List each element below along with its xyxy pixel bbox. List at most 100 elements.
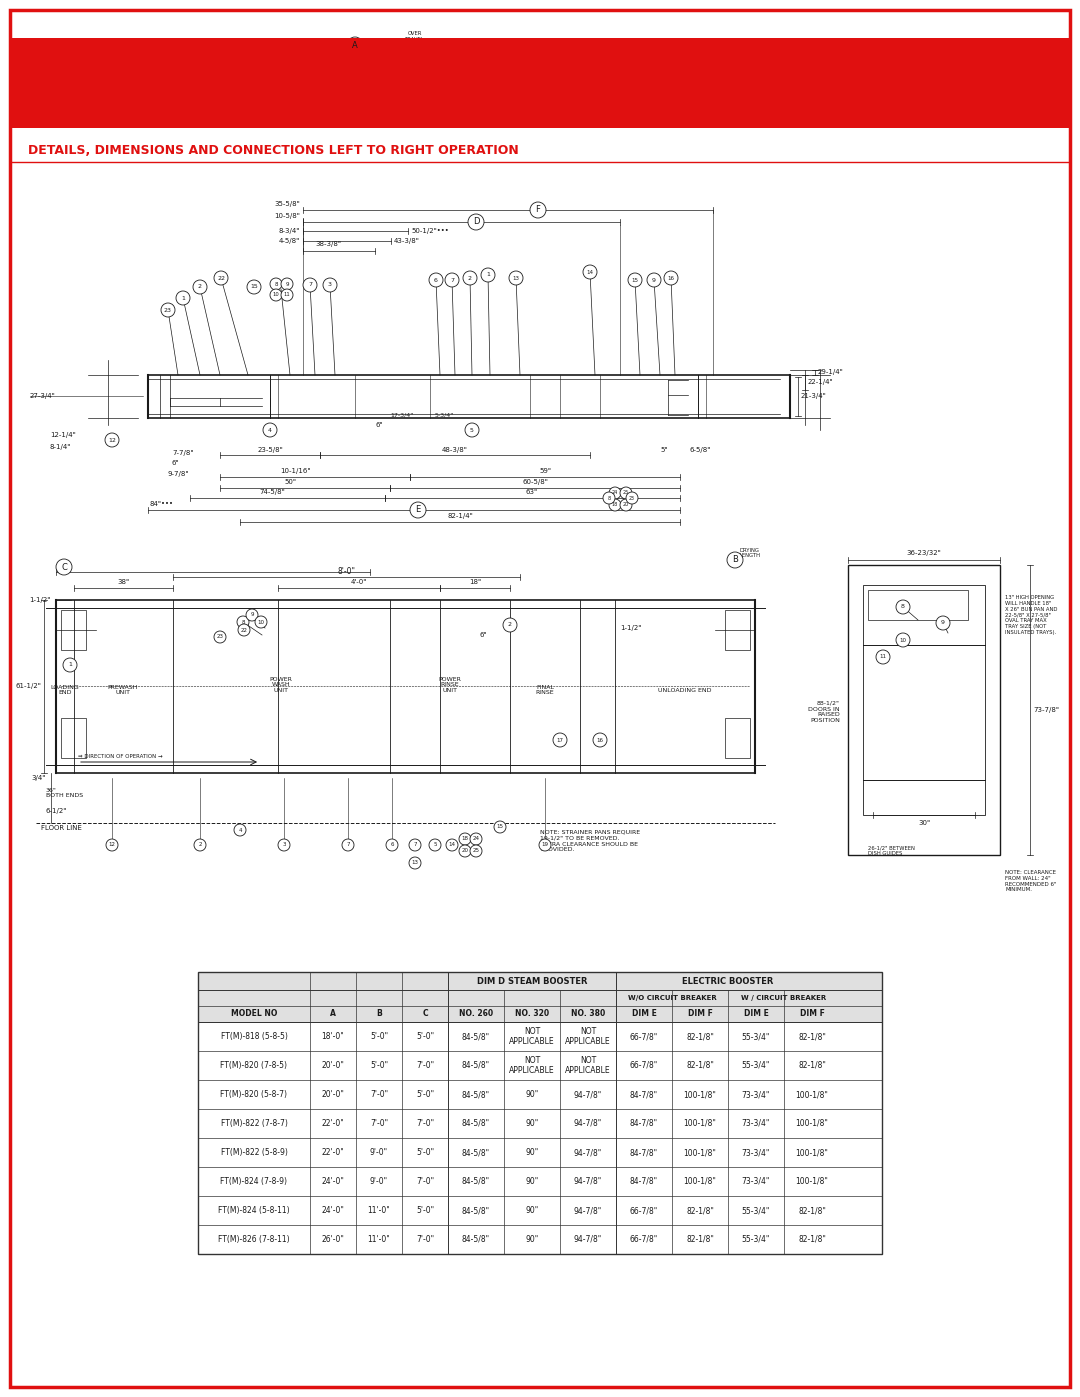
- Text: DIM E: DIM E: [632, 1010, 657, 1018]
- Text: 94-7/8": 94-7/8": [573, 1090, 603, 1099]
- Text: 22: 22: [241, 627, 247, 633]
- Text: 100-1/8": 100-1/8": [684, 1178, 716, 1186]
- Text: 55-3/4": 55-3/4": [742, 1206, 770, 1215]
- Text: C: C: [422, 1010, 428, 1018]
- Text: 84-5/8": 84-5/8": [462, 1032, 490, 1041]
- Text: NOTE: STRAINER PANS REQUIRE
19-1/2" TO BE REMOVED.
EXTRA CLEARANCE SHOULD BE
PRO: NOTE: STRAINER PANS REQUIRE 19-1/2" TO B…: [540, 830, 640, 852]
- Text: 66-7/8": 66-7/8": [630, 1060, 658, 1070]
- Text: 24: 24: [612, 490, 618, 496]
- Text: UNLOADING END: UNLOADING END: [658, 687, 712, 693]
- Text: 18": 18": [469, 578, 481, 585]
- Circle shape: [603, 492, 615, 504]
- Text: 82-1/8": 82-1/8": [686, 1032, 714, 1041]
- Circle shape: [409, 856, 421, 869]
- Circle shape: [247, 279, 261, 293]
- Text: 13: 13: [513, 275, 519, 281]
- Text: 8'-0": 8'-0": [337, 567, 355, 576]
- Text: 5'-0": 5'-0": [416, 1148, 434, 1157]
- Circle shape: [214, 631, 226, 643]
- Circle shape: [237, 616, 249, 629]
- Text: 38-3/8": 38-3/8": [315, 242, 341, 247]
- Text: 55-3/4": 55-3/4": [742, 1060, 770, 1070]
- Text: 55-3/4": 55-3/4": [742, 1235, 770, 1243]
- Circle shape: [194, 840, 206, 851]
- Circle shape: [410, 502, 426, 518]
- Circle shape: [446, 840, 458, 851]
- Text: 21-3/4": 21-3/4": [801, 393, 827, 400]
- Circle shape: [627, 272, 642, 286]
- Text: 100-1/8": 100-1/8": [796, 1148, 828, 1157]
- Circle shape: [553, 733, 567, 747]
- Text: 8-3/4": 8-3/4": [279, 228, 300, 235]
- Circle shape: [609, 488, 621, 499]
- Text: 7: 7: [414, 842, 417, 848]
- Text: 55-3/4": 55-3/4": [742, 1032, 770, 1041]
- Text: 13: 13: [411, 861, 419, 866]
- Circle shape: [481, 268, 495, 282]
- Text: 73-3/4": 73-3/4": [742, 1178, 770, 1186]
- Circle shape: [620, 499, 632, 511]
- Text: 84-5/8": 84-5/8": [462, 1235, 490, 1243]
- Text: B: B: [376, 1010, 382, 1018]
- Circle shape: [429, 272, 443, 286]
- Text: 6: 6: [434, 278, 437, 282]
- Text: 100-1/8": 100-1/8": [796, 1090, 828, 1099]
- Text: 1: 1: [181, 296, 185, 300]
- Text: 20'-0": 20'-0": [322, 1060, 345, 1070]
- Text: 9-7/8": 9-7/8": [168, 471, 189, 476]
- Text: 73-3/4": 73-3/4": [742, 1090, 770, 1099]
- Text: 6: 6: [390, 842, 394, 848]
- Text: 7'-0": 7'-0": [370, 1119, 388, 1127]
- Text: 11: 11: [284, 292, 291, 298]
- Text: 24'-0": 24'-0": [322, 1206, 345, 1215]
- Text: 90": 90": [525, 1119, 539, 1127]
- Text: 27-3/4": 27-3/4": [30, 393, 56, 400]
- Text: NOT
APPLICABLE: NOT APPLICABLE: [509, 1027, 555, 1046]
- Text: NOTE: CLEARANCE
FROM WALL: 24"
RECOMMENDED 6"
MINIMUM.: NOTE: CLEARANCE FROM WALL: 24" RECOMMEND…: [1005, 870, 1056, 893]
- Circle shape: [409, 840, 421, 851]
- Circle shape: [56, 559, 72, 576]
- Text: 20: 20: [461, 848, 469, 854]
- Circle shape: [459, 833, 471, 845]
- Text: 6-5/8": 6-5/8": [690, 447, 712, 453]
- Text: NOT
APPLICABLE: NOT APPLICABLE: [509, 1056, 555, 1076]
- Text: LOADING
END: LOADING END: [51, 685, 79, 696]
- Text: F: F: [536, 205, 540, 215]
- Text: FINAL
RINSE: FINAL RINSE: [536, 685, 554, 696]
- Text: 10: 10: [272, 292, 280, 298]
- Text: 84"•••: 84"•••: [150, 502, 174, 507]
- Text: B: B: [732, 556, 738, 564]
- Text: 61-1/2": 61-1/2": [15, 683, 41, 689]
- Text: 84-7/8": 84-7/8": [630, 1178, 658, 1186]
- Text: 66-7/8": 66-7/8": [630, 1235, 658, 1243]
- Text: 6": 6": [172, 460, 179, 467]
- Circle shape: [468, 214, 484, 231]
- Text: OVER
TRAVEL: OVER TRAVEL: [405, 31, 424, 42]
- Text: 59": 59": [539, 468, 551, 474]
- Text: 5": 5": [660, 447, 667, 453]
- Text: 7: 7: [347, 842, 350, 848]
- Text: 20'-0": 20'-0": [322, 1090, 345, 1099]
- Text: 90": 90": [525, 1090, 539, 1099]
- Text: 18: 18: [612, 503, 618, 507]
- Text: 100-1/8": 100-1/8": [684, 1148, 716, 1157]
- Text: 22'-0": 22'-0": [322, 1119, 345, 1127]
- Text: A: A: [330, 1010, 336, 1018]
- Text: 4-5/8": 4-5/8": [279, 237, 300, 244]
- Text: 35-5/8": 35-5/8": [274, 201, 300, 207]
- Circle shape: [539, 840, 551, 851]
- Text: FT(M)-822 (5-8-9): FT(M)-822 (5-8-9): [220, 1148, 287, 1157]
- Text: DIM E: DIM E: [743, 1010, 769, 1018]
- Circle shape: [238, 624, 249, 636]
- Text: 24'-0": 24'-0": [322, 1178, 345, 1186]
- Text: 10: 10: [257, 619, 265, 624]
- Text: 11'-0": 11'-0": [367, 1235, 390, 1243]
- Text: 4: 4: [268, 427, 272, 433]
- Text: 100-1/8": 100-1/8": [684, 1090, 716, 1099]
- Text: 48-3/8": 48-3/8": [442, 447, 468, 453]
- Text: 16: 16: [667, 275, 675, 281]
- Circle shape: [896, 633, 910, 647]
- Bar: [868, 590, 968, 620]
- Bar: [725, 718, 750, 759]
- Text: 22: 22: [217, 275, 225, 281]
